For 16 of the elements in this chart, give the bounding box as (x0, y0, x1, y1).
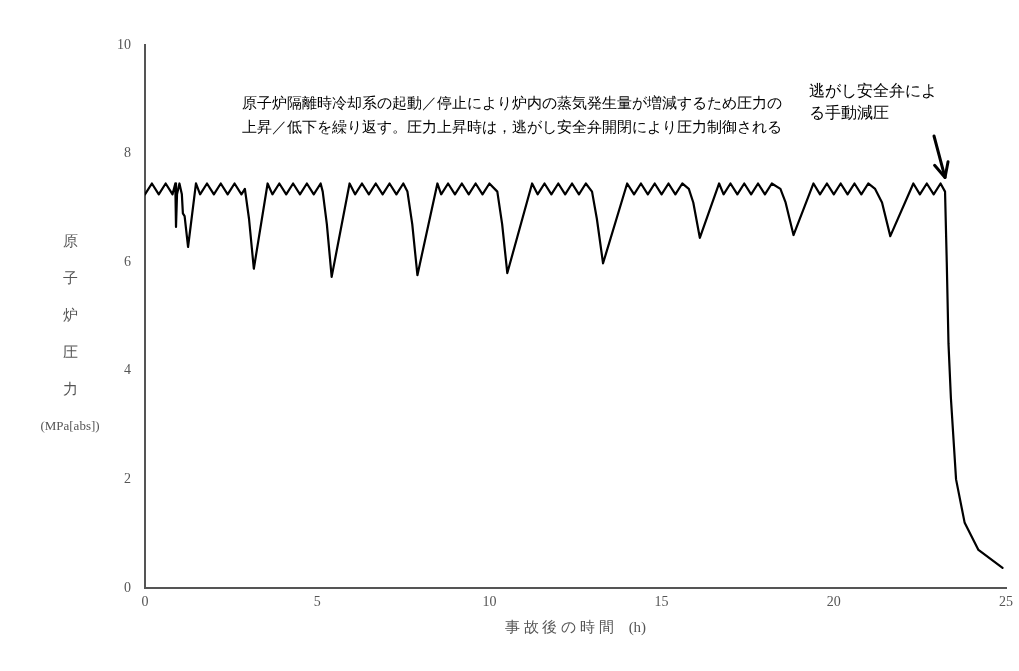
y-tick-label: 2 (124, 471, 131, 487)
x-tick-label: 10 (482, 594, 497, 610)
x-tick-label: 15 (654, 594, 669, 610)
x-tick-label: 20 (826, 594, 841, 610)
x-axis-title: 事 故 後 の 時 間 (h) (504, 618, 647, 636)
y-tick-label: 6 (124, 253, 131, 269)
x-tick-label: 25 (999, 594, 1013, 610)
x-tick-label: 0 (141, 594, 149, 610)
y-tick-label: 0 (124, 579, 131, 595)
annotation: 逃がし安全弁による手動減圧 (809, 82, 938, 122)
x-tick-label: 5 (313, 594, 321, 610)
y-tick-label: 8 (124, 145, 131, 161)
y-tick-label: 10 (117, 36, 131, 52)
y-tick-label: 4 (124, 362, 131, 378)
text: 原子炉圧力 (MPa[abs]) (40, 232, 100, 434)
annotation: 原子炉隔離時冷却系の起動／停止により炉内の蒸気発生量が増減するため圧力の上昇／低下を繰り返す。圧力上昇時は，逃がし安全弁開閉により圧力制御される (242, 93, 782, 135)
